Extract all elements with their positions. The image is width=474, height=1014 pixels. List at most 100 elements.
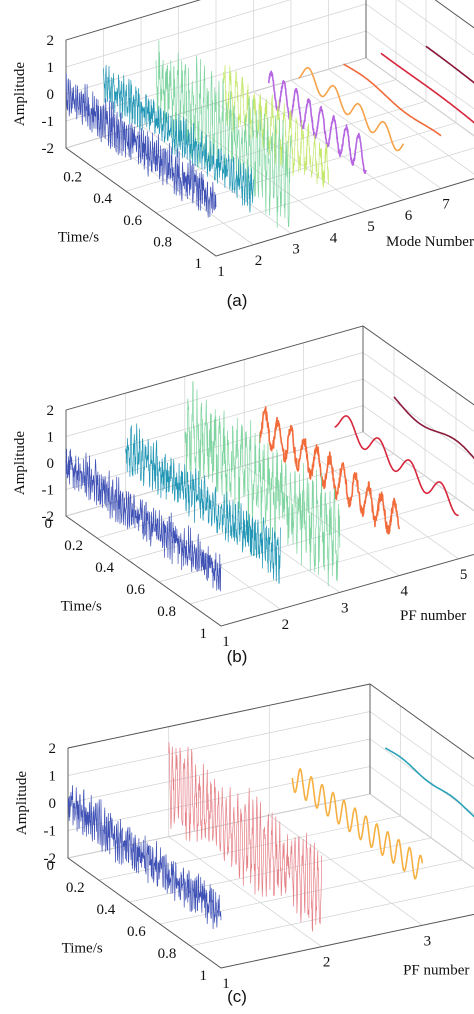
- series-group: [65, 381, 474, 592]
- axis-frame-front: [65, 40, 474, 257]
- grid-line-m: [140, 17, 292, 234]
- z-tick-label: 1: [47, 430, 55, 446]
- series-line-mode-5: [267, 70, 367, 175]
- series-line-mode-4: [258, 406, 400, 535]
- grid-line-m: [168, 726, 322, 947]
- z-tick-label: 0: [47, 87, 55, 103]
- x-tick-label: 0: [47, 858, 55, 874]
- x-tick-label: 0.8: [158, 946, 177, 962]
- series-group: [65, 39, 474, 229]
- z-tick-label: 0: [49, 796, 57, 812]
- z-tick-label: -2: [44, 851, 57, 867]
- y-tick-label: 7: [442, 197, 450, 213]
- z-axis-label: Amplitude: [14, 771, 30, 836]
- series-line-mode-9: [425, 45, 474, 84]
- grid-line-m: [328, 0, 474, 175]
- chart-panel-3: 210-1-2Amplitude00.20.40.60.81Time/s1234…: [14, 683, 474, 1006]
- y-tick-label: 3: [292, 242, 300, 258]
- x-tick-label: 0.4: [93, 191, 112, 207]
- y-axis-label: PF number: [403, 962, 469, 978]
- series-line-mode-3: [155, 39, 292, 229]
- x-tick-label: 0.6: [123, 213, 142, 229]
- z-tick-label: 0: [47, 456, 55, 472]
- series-line-mode-1: [67, 785, 222, 930]
- series-line-mode-6: [298, 66, 405, 152]
- z-tick-label: -1: [44, 824, 57, 840]
- series-line-mode-4: [384, 747, 474, 818]
- series-line-mode-1: [65, 448, 222, 592]
- series-line-mode-3: [184, 381, 341, 587]
- series-line-mode-2: [168, 741, 323, 932]
- z-tick-label: 1: [47, 60, 55, 76]
- x-tick-label: 0.4: [95, 560, 114, 576]
- z-tick-label: 2: [47, 403, 55, 419]
- grid-line-z: [65, 0, 474, 68]
- grid-line-m: [290, 0, 442, 189]
- x-tick-label: 0.2: [64, 538, 83, 554]
- z-tick-label: -2: [42, 509, 55, 525]
- axis-frame-top: [65, 325, 474, 411]
- series-line-mode-1: [65, 73, 217, 218]
- y-tick-label: 1: [222, 634, 230, 650]
- y-axis-label: Mode Number: [386, 234, 474, 250]
- z-axis-label: Amplitude: [12, 431, 28, 496]
- series-line-mode-8: [380, 52, 474, 124]
- z-tick-label: 2: [47, 33, 55, 49]
- x-tick-label: 0: [45, 516, 53, 532]
- y-tick-label: 2: [255, 253, 263, 269]
- grid-line-m: [268, 705, 423, 926]
- y-tick-label: 3: [424, 933, 432, 949]
- panels-group: 2 1 0 -1 -2 Amplitude 0.2 0.4 0.6 0.8 1 Time/s 1 2 3 4 5…: [12, 0, 474, 1006]
- y-tick-label: 4: [330, 230, 338, 246]
- chart-panel-1: 2 1 0 -1 -2 Amplitude 0.2 0.4 0.6 0.8 1 Time/s 1 2 3 4 5…: [12, 0, 474, 310]
- x-tick-label: 0.8: [157, 604, 176, 620]
- series-line-mode-6: [393, 396, 474, 460]
- x-tick-label: 0.6: [126, 582, 145, 598]
- y-axis-label: PF number: [400, 608, 466, 624]
- y-tick-label: 1: [222, 976, 230, 992]
- grid-line-m: [243, 359, 400, 576]
- grid-line-m: [125, 393, 281, 610]
- series-line-mode-2: [125, 423, 281, 584]
- z-axis-label: Amplitude: [12, 62, 28, 127]
- y-tick-label: 1: [217, 264, 225, 280]
- series-line-mode-5: [334, 415, 459, 517]
- series-group: [67, 741, 474, 932]
- axis-frame-top: [67, 683, 474, 760]
- x-tick-label: 1: [200, 626, 208, 642]
- panel-caption: (c): [227, 987, 247, 1006]
- grid-line-t: [189, 523, 474, 605]
- series-line-mode-2: [103, 64, 254, 213]
- y-tick-label: 3: [341, 600, 349, 616]
- y-tick-label: 6: [405, 208, 413, 224]
- grid-line-m: [303, 342, 459, 560]
- x-tick-label: 0.2: [63, 170, 82, 186]
- panel-caption: (b): [227, 647, 248, 666]
- axis-frame-top: [65, 0, 474, 41]
- y-tick-label: 2: [282, 617, 290, 633]
- y-tick-label: 5: [460, 567, 468, 583]
- panel-caption: (a): [227, 291, 248, 310]
- z-tick-label: 2: [49, 741, 57, 757]
- x-axis-label: Time/s: [58, 229, 99, 245]
- x-tick-label: 0.6: [127, 924, 146, 940]
- axes-box: [65, 0, 474, 257]
- series-line-mode-7: [343, 63, 442, 137]
- z-tick-label: -1: [42, 483, 55, 499]
- y-tick-label: 2: [323, 955, 331, 971]
- grid-line-t: [185, 147, 474, 235]
- z-tick-label: -1: [42, 114, 55, 130]
- x-axis-label: Time/s: [62, 941, 103, 957]
- grid-line-m: [103, 28, 254, 246]
- x-tick-label: 1: [200, 968, 208, 984]
- series-line-mode-3: [291, 768, 424, 880]
- x-axis-label: Time/s: [61, 599, 102, 615]
- x-tick-label: 0.8: [153, 234, 172, 250]
- y-tick-label: 4: [400, 584, 408, 600]
- grid-line-m: [178, 6, 329, 223]
- x-tick-label: 1: [195, 256, 203, 272]
- axes-box: [67, 683, 474, 969]
- y-tick-label: 5: [367, 219, 375, 235]
- z-tick-label: 1: [49, 769, 57, 785]
